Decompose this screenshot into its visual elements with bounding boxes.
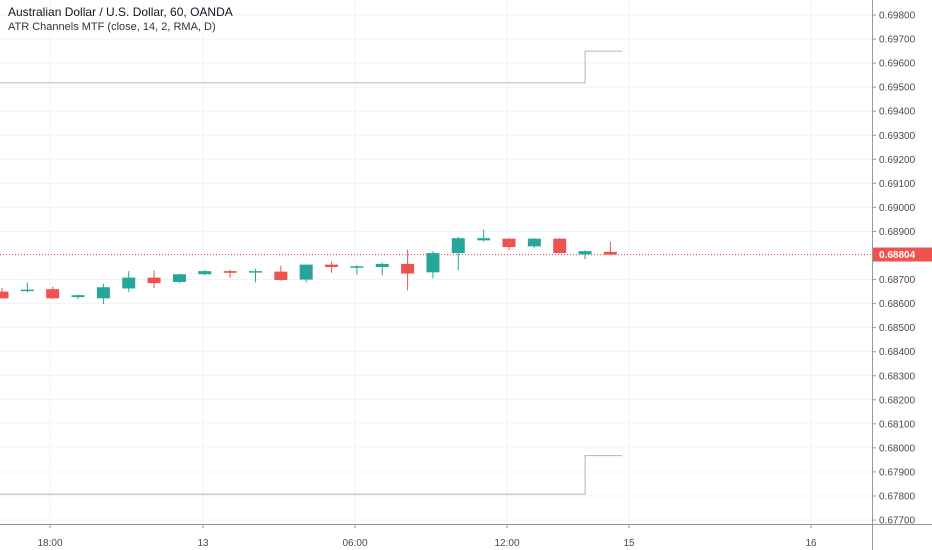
candle-body bbox=[46, 289, 60, 299]
candle-up[interactable] bbox=[578, 250, 592, 260]
candle-up[interactable] bbox=[172, 273, 186, 284]
candle-down[interactable] bbox=[46, 286, 60, 300]
price-tick-label: 0.69100 bbox=[879, 179, 916, 190]
candle-body bbox=[71, 295, 85, 298]
candle-body bbox=[147, 277, 161, 284]
price-tick-label: 0.68600 bbox=[879, 299, 916, 310]
time-axis[interactable]: 18:00 13 06:00 12:00 15 16 bbox=[37, 524, 817, 549]
candle-down[interactable] bbox=[553, 238, 567, 254]
symbol-title: Australian Dollar / U.S. Dollar, 60, OAN… bbox=[8, 5, 233, 19]
candle-body bbox=[375, 263, 389, 268]
time-tick-label: 06:00 bbox=[342, 538, 367, 549]
atr-upper-channel bbox=[0, 50, 623, 84]
candle-body bbox=[527, 238, 541, 247]
candle-up[interactable] bbox=[375, 262, 389, 276]
price-tick-label: 0.69500 bbox=[879, 83, 916, 94]
chart-legend: Australian Dollar / U.S. Dollar, 60, OAN… bbox=[8, 4, 233, 34]
candle-up[interactable] bbox=[122, 271, 136, 293]
candle-up[interactable] bbox=[96, 283, 110, 305]
candle-up[interactable] bbox=[198, 269, 212, 276]
candle-body bbox=[426, 253, 440, 273]
candle-body bbox=[20, 289, 34, 292]
price-tick-label: 0.68500 bbox=[879, 323, 916, 334]
candle-body bbox=[96, 287, 110, 299]
candle-up[interactable] bbox=[477, 229, 491, 242]
price-tick-label: 0.69700 bbox=[879, 35, 916, 46]
price-tick-label: 0.67800 bbox=[879, 492, 916, 503]
candle-up[interactable] bbox=[527, 238, 541, 248]
price-tick-label: 0.67900 bbox=[879, 467, 916, 478]
time-tick-label: 15 bbox=[623, 538, 635, 549]
time-tick-label: 13 bbox=[197, 538, 209, 549]
price-tick-label: 0.69600 bbox=[879, 59, 916, 70]
candle-down[interactable] bbox=[502, 238, 516, 251]
candle-up[interactable] bbox=[451, 236, 465, 270]
candle-down[interactable] bbox=[603, 241, 617, 256]
candle-up[interactable] bbox=[20, 282, 34, 293]
candle-body bbox=[0, 291, 9, 299]
price-tick-label: 0.68300 bbox=[879, 371, 916, 382]
price-tick-label: 0.68100 bbox=[879, 419, 916, 430]
candle-up[interactable] bbox=[426, 251, 440, 279]
candle-down[interactable] bbox=[0, 287, 9, 299]
grid-layer bbox=[0, 0, 872, 524]
price-tick-label: 0.69300 bbox=[879, 131, 916, 142]
candle-body bbox=[401, 263, 415, 274]
candle-body bbox=[502, 238, 516, 248]
candle-body bbox=[578, 251, 592, 255]
candle-body bbox=[553, 238, 567, 254]
candle-body bbox=[223, 271, 237, 273]
candle-up[interactable] bbox=[71, 294, 85, 300]
candle-body bbox=[603, 251, 617, 255]
atr-lower-channel bbox=[0, 455, 623, 495]
candle-body bbox=[350, 266, 364, 268]
candle-down[interactable] bbox=[401, 249, 415, 291]
candle-body bbox=[451, 238, 465, 254]
candles-layer bbox=[0, 229, 617, 305]
price-tick-label: 0.69800 bbox=[879, 11, 916, 22]
atr-channel-layer bbox=[0, 50, 623, 495]
last-price-badge: 0.68804 bbox=[873, 247, 932, 262]
candle-body bbox=[172, 274, 186, 282]
price-tick-label: 0.69200 bbox=[879, 155, 916, 166]
candle-body bbox=[198, 271, 212, 275]
candle-down[interactable] bbox=[274, 265, 288, 281]
candle-body bbox=[274, 271, 288, 281]
time-tick-label: 18:00 bbox=[37, 538, 62, 549]
candle-up[interactable] bbox=[299, 264, 313, 283]
time-tick-label: 12:00 bbox=[494, 538, 519, 549]
candle-up[interactable] bbox=[249, 268, 262, 283]
price-tick-label: 0.68000 bbox=[879, 443, 916, 454]
price-tick-label: 0.68700 bbox=[879, 275, 916, 286]
price-tick-label: 0.69400 bbox=[879, 107, 916, 118]
last-price-box bbox=[873, 247, 932, 262]
candle-body bbox=[325, 264, 339, 268]
candle-down[interactable] bbox=[325, 261, 339, 273]
price-tick-label: 0.68400 bbox=[879, 347, 916, 358]
candle-up[interactable] bbox=[350, 265, 364, 275]
price-tick-label: 0.67700 bbox=[879, 516, 916, 527]
candle-body bbox=[477, 238, 491, 241]
time-tick-label: 16 bbox=[805, 538, 817, 549]
price-tick-label: 0.68200 bbox=[879, 395, 916, 406]
price-axis[interactable]: 0.69800 0.69700 0.69600 0.69500 0.69400 0.693… bbox=[872, 11, 916, 527]
candle-down[interactable] bbox=[147, 270, 161, 288]
price-tick-label: 0.69000 bbox=[879, 203, 916, 214]
candle-body bbox=[122, 277, 136, 289]
candle-down[interactable] bbox=[223, 269, 237, 278]
candle-body bbox=[299, 264, 313, 280]
indicator-title[interactable]: ATR Channels MTF (close, 14, 2, RMA, D) bbox=[8, 21, 216, 33]
price-tick-label: 0.68900 bbox=[879, 227, 916, 238]
candle-body bbox=[249, 271, 262, 273]
last-price-label: 0.68804 bbox=[879, 250, 916, 261]
